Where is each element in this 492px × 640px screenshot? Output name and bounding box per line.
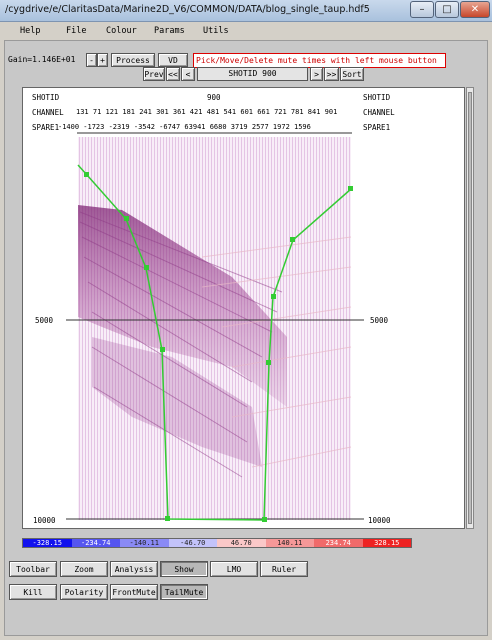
menu-colour[interactable]: Colour: [106, 26, 137, 36]
right-header-spare1: SPARE1: [363, 123, 391, 132]
gain-label: Gain=1.146E+01: [8, 55, 76, 64]
reflection-energy: [78, 205, 287, 407]
tool-lmo-button[interactable]: LMO: [210, 561, 258, 577]
colorbar-segment: -46.70: [168, 539, 217, 547]
last-button[interactable]: >>: [324, 67, 339, 81]
minimize-button[interactable]: –: [410, 1, 434, 18]
tool-ruler-button[interactable]: Ruler: [260, 561, 308, 577]
left-header-shotid: SHOTID: [32, 93, 60, 102]
time-label-left-mid: 5000: [35, 316, 54, 325]
maximize-button[interactable]: □: [435, 1, 459, 18]
menu-bar: Help File Colour Params Utils: [0, 22, 492, 40]
colorbar-segment: 140.11: [265, 539, 314, 547]
vd-button[interactable]: VD: [158, 53, 188, 67]
vertical-scrollbar[interactable]: [466, 87, 474, 529]
tool-toolbar-button[interactable]: Toolbar: [9, 561, 57, 577]
colorbar-segment: -234.74: [71, 539, 120, 547]
tool-frontmute-button[interactable]: FrontMute: [110, 584, 158, 600]
reflection-energy-deep: [92, 337, 262, 467]
shotid-value: 900: [207, 93, 221, 102]
sort-button[interactable]: Sort: [340, 67, 364, 81]
colorbar-segment: 328.15: [362, 539, 411, 547]
channel-values: 131 71 121 181 241 301 361 421 481 541 6…: [76, 108, 338, 116]
gain-up-button[interactable]: +: [97, 53, 108, 67]
forward-button[interactable]: >: [310, 67, 323, 81]
menu-help[interactable]: Help: [20, 26, 41, 36]
dipping-events: [79, 211, 283, 478]
time-label-right-bottom: 10000: [368, 516, 391, 525]
gain-down-button[interactable]: -: [86, 53, 97, 67]
colorbar-segment: -140.11: [120, 539, 169, 547]
process-button[interactable]: Process: [111, 53, 155, 67]
close-button[interactable]: ✕: [460, 1, 490, 18]
mute-points[interactable]: [84, 172, 353, 522]
tool-analysis-button[interactable]: Analysis: [110, 561, 158, 577]
left-header-channel: CHANNEL: [32, 108, 64, 117]
menu-params[interactable]: Params: [154, 26, 185, 36]
back-button[interactable]: <: [181, 67, 195, 81]
colorbar-segment: 234.74: [314, 539, 363, 547]
right-header-shotid: SHOTID: [363, 93, 391, 102]
title-bar: /cygdrive/e/ClaritasData/Marine2D_V6/COM…: [0, 0, 492, 22]
linear-noise: [201, 236, 352, 468]
prev-button[interactable]: Prev: [143, 67, 165, 81]
amplitude-colorbar: -328.15 -234.74 -140.11 -46.70 46.70 140…: [22, 538, 412, 548]
tool-tailmute-button[interactable]: TailMute: [160, 584, 208, 600]
seismic-section[interactable]: [22, 87, 465, 529]
tool-show-button[interactable]: Show: [160, 561, 208, 577]
colorbar-segment: 46.70: [217, 539, 266, 547]
window-title: /cygdrive/e/ClaritasData/Marine2D_V6/COM…: [5, 4, 370, 15]
menu-file[interactable]: File: [66, 26, 87, 36]
spare1-values: -1400 -1723 -2319 -3542 -6747 63941 6680…: [58, 123, 311, 131]
right-header-channel: CHANNEL: [363, 108, 395, 117]
tool-polarity-button[interactable]: Polarity: [60, 584, 108, 600]
menu-utils[interactable]: Utils: [203, 26, 229, 36]
first-button[interactable]: <<: [166, 67, 180, 81]
scrollbar-thumb[interactable]: [468, 92, 472, 524]
tool-zoom-button[interactable]: Zoom: [60, 561, 108, 577]
time-label-left-bottom: 10000: [33, 516, 56, 525]
time-label-right-mid: 5000: [370, 316, 389, 325]
left-header-spare1: SPARE1: [32, 123, 60, 132]
colorbar-segment: -328.15: [23, 539, 72, 547]
tool-kill-button[interactable]: Kill: [9, 584, 57, 600]
shot-selector[interactable]: SHOTID 900: [197, 67, 308, 81]
status-message: Pick/Move/Delete mute times with left mo…: [193, 53, 446, 68]
